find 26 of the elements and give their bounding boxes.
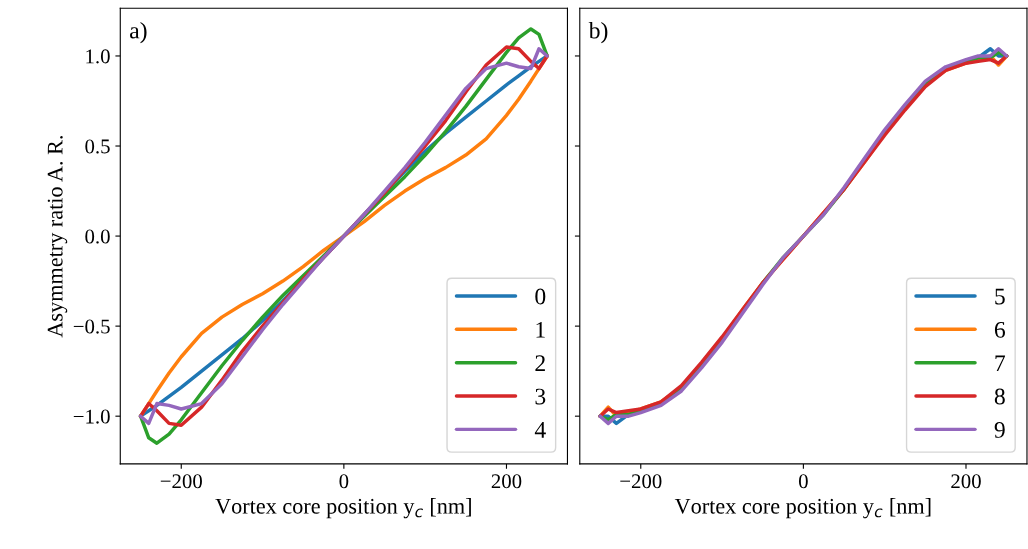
y-tick-label: 0.0	[85, 229, 110, 244]
legend-label: 5	[995, 288, 1005, 305]
legend-label: 2	[535, 355, 545, 371]
y-tick-label: 0.5	[85, 139, 110, 154]
x-tick-label: −200	[160, 474, 202, 489]
legend-label: 7	[995, 355, 1006, 371]
x-tick-label: 200	[491, 474, 522, 489]
y-tick-label: −1.0	[73, 409, 110, 424]
annotation: a)	[130, 21, 147, 44]
legend-label: 6	[994, 321, 1006, 338]
y-tick-label: −0.5	[73, 319, 110, 334]
legend-label: 3	[535, 388, 546, 405]
x-axis-title: Vortex core position y$_{c}$ [nm]	[674, 498, 931, 519]
x-tick-label: −200	[620, 474, 662, 489]
legend-label: 9	[994, 421, 1005, 438]
legend-label: 1	[536, 321, 545, 338]
annotation: b)	[588, 21, 608, 44]
y-axis-title: Asymmetry ratio A. R.	[47, 136, 68, 338]
legend-label: 4	[534, 422, 546, 438]
x-axis-title: Vortex core position y$_{c}$ [nm]	[215, 498, 471, 519]
legend-label: 8	[994, 388, 1005, 405]
y-tick-label: 1.0	[86, 49, 110, 64]
x-tick-label: 0	[798, 474, 808, 489]
x-tick-label: 200	[951, 474, 981, 489]
legend-label: 0	[535, 288, 546, 305]
x-tick-label: 0	[339, 474, 349, 489]
